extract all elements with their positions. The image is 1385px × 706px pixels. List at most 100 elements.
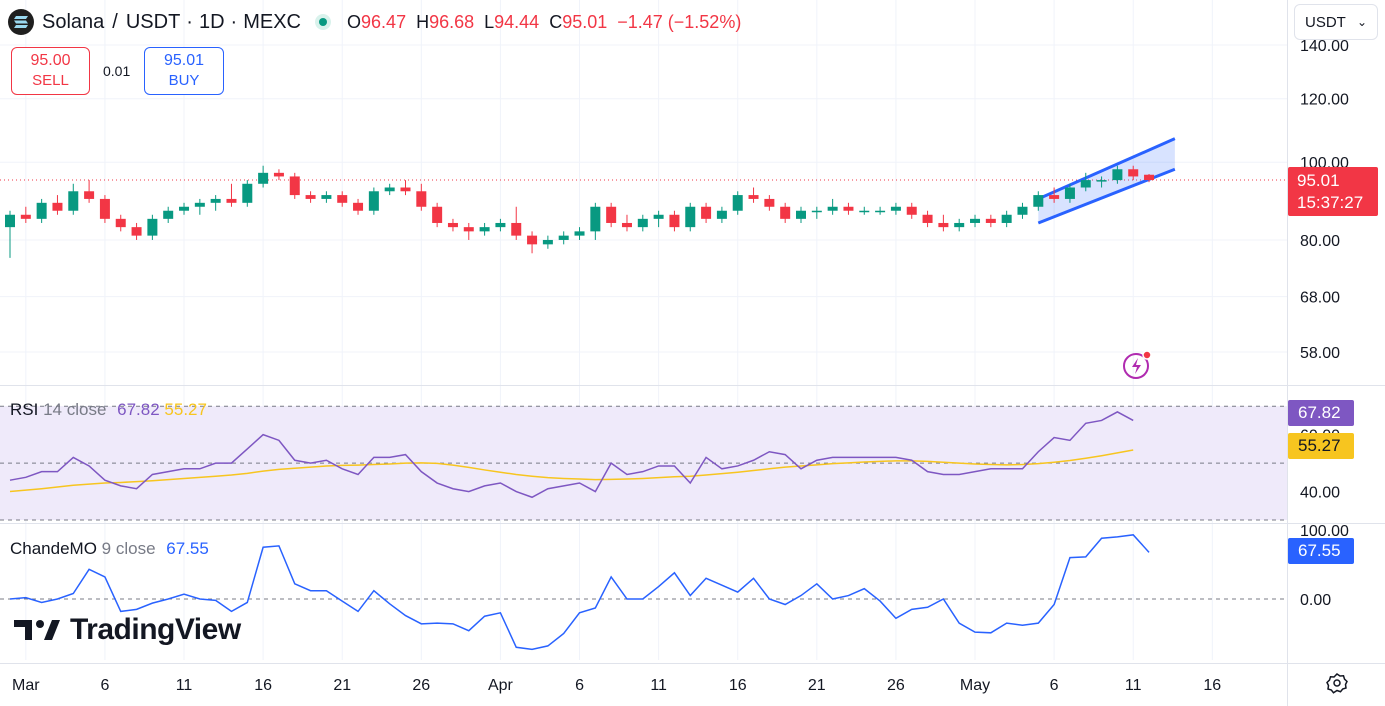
time-axis-label: 6 <box>575 677 584 694</box>
candle-body <box>890 206 901 211</box>
candle-body <box>1064 187 1075 199</box>
time-axis-label: Mar <box>12 677 40 694</box>
candle-body <box>875 210 886 213</box>
price-axis-label: 68.00 <box>1300 290 1340 307</box>
market-status-icon[interactable] <box>315 14 332 30</box>
candle-body <box>242 183 253 203</box>
candle-body <box>527 235 538 245</box>
candle-body <box>954 222 965 228</box>
candle-body <box>68 191 79 211</box>
cmo-line <box>9 534 1150 651</box>
candle-body <box>273 172 284 177</box>
candle-body <box>1049 195 1060 199</box>
quote-currency-value: USDT <box>1305 13 1346 31</box>
candle-body <box>985 218 996 223</box>
sell-price: 95.00 <box>30 52 71 69</box>
time-axis-label: May <box>960 677 990 694</box>
time-axis-label: 16 <box>1203 677 1221 694</box>
candle-body <box>1128 169 1139 177</box>
symbol-interval[interactable]: 1D <box>198 10 225 33</box>
cmo-value: 67.55 <box>166 539 209 558</box>
last-price: 95.01 <box>1297 171 1340 190</box>
cmo-value-tag: 67.55 <box>1288 538 1354 564</box>
candle-body <box>305 195 316 199</box>
grid <box>0 0 1287 660</box>
candle-body <box>1080 180 1091 188</box>
candle-body <box>147 218 158 236</box>
rsi-ma-value: 55.27 <box>164 400 207 419</box>
candle-body <box>922 214 933 223</box>
candle-body <box>1017 206 1028 215</box>
candle-body <box>5 214 15 228</box>
time-axis-label: 11 <box>1125 677 1142 694</box>
candle-body <box>606 206 617 223</box>
time-axis-label: 26 <box>412 677 430 694</box>
lightning-alert-icon[interactable] <box>1121 349 1153 381</box>
tradingview-logo[interactable]: TradingView <box>14 612 241 648</box>
candle-body <box>653 214 664 219</box>
candle-body <box>558 235 569 240</box>
time-axis-label: 26 <box>887 677 905 694</box>
cmo-legend[interactable]: ChandeMO 9 close 67.55 <box>10 539 209 559</box>
symbol-header[interactable]: Solana / USDT · 1D · MEXC O96.47 H96.68 … <box>8 6 741 38</box>
candle-body <box>621 222 632 228</box>
candle-body <box>716 210 727 219</box>
candle-body <box>84 191 95 199</box>
candle-body <box>764 198 775 207</box>
candle-body <box>163 210 174 219</box>
candle-body <box>36 202 47 219</box>
candle-body <box>131 227 142 236</box>
tradingview-wordmark: TradingView <box>70 613 241 646</box>
rsi-value: 67.82 <box>117 400 160 419</box>
price-change: −1.47 (−1.52%) <box>617 11 742 32</box>
candle-body <box>321 195 332 199</box>
rsi-name: RSI <box>10 400 39 419</box>
separator-dot: · <box>186 10 193 33</box>
rsi-axis-label: 40.00 <box>1300 485 1340 502</box>
candle-body <box>906 206 917 215</box>
candle-body <box>970 218 981 223</box>
settings-gear-icon[interactable] <box>1326 672 1348 694</box>
candle-body <box>938 222 949 228</box>
candle-body <box>1001 214 1012 223</box>
price-axis-label: 140.00 <box>1300 38 1349 55</box>
candle-body <box>226 198 237 203</box>
candle-body <box>732 195 743 211</box>
candle-body <box>780 206 791 219</box>
time-axis-label: Apr <box>488 677 514 694</box>
candle-body <box>574 231 585 236</box>
candle-body <box>194 202 205 207</box>
quote-currency-select[interactable]: USDT ⌄ <box>1294 4 1378 40</box>
candle-body <box>495 222 506 228</box>
tradingview-logo-icon <box>14 620 60 640</box>
sell-button[interactable]: 95.00 SELL <box>11 47 90 95</box>
symbol-pair: USDT <box>125 10 181 33</box>
time-axis-label: 21 <box>808 677 826 694</box>
buy-button[interactable]: 95.01 BUY <box>144 47 224 95</box>
candle-body <box>337 195 348 203</box>
channel-upper-line <box>1037 137 1176 201</box>
candle-body <box>384 187 395 192</box>
price-axis-label: 120.00 <box>1300 92 1349 109</box>
rsi-legend[interactable]: RSI 14 close 67.82 55.27 <box>10 400 207 420</box>
price-axis-label: 80.00 <box>1300 233 1340 250</box>
time-axis-label: 11 <box>650 677 667 694</box>
candle-body <box>258 172 269 184</box>
rsi-line <box>9 411 1134 499</box>
candles <box>5 165 1155 258</box>
separator-slash: / <box>112 10 118 33</box>
time-axis-label: 6 <box>1050 677 1059 694</box>
candle-body <box>210 198 221 203</box>
buy-price: 95.01 <box>163 52 205 69</box>
candle-body <box>827 206 838 211</box>
symbol-exchange: MEXC <box>243 10 302 33</box>
time-axis-label: 21 <box>333 677 351 694</box>
chevron-down-icon: ⌄ <box>1356 15 1367 29</box>
candle-body <box>590 206 601 232</box>
candle-body <box>811 210 822 213</box>
buy-label: BUY <box>168 72 200 89</box>
candle-body <box>748 195 759 199</box>
solana-logo-icon <box>8 9 34 35</box>
candle-body <box>115 218 126 228</box>
